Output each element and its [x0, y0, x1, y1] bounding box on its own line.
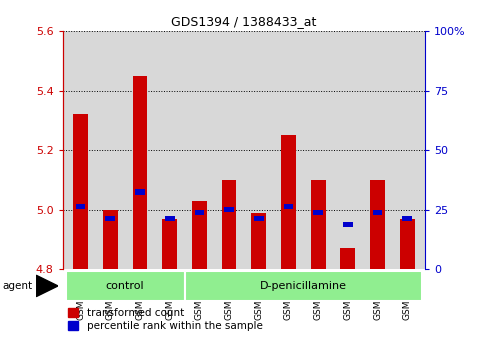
Bar: [103, 210, 118, 269]
FancyBboxPatch shape: [185, 271, 422, 301]
Legend: transformed count, percentile rank within the sample: transformed count, percentile rank withi…: [68, 308, 263, 331]
Text: D-penicillamine: D-penicillamine: [260, 281, 347, 291]
Title: GDS1394 / 1388433_at: GDS1394 / 1388433_at: [171, 16, 316, 29]
Bar: [76, 204, 85, 209]
Bar: [192, 201, 207, 269]
Bar: [400, 219, 414, 269]
Bar: [224, 207, 234, 213]
Bar: [402, 216, 412, 221]
Bar: [343, 222, 353, 227]
Bar: [251, 213, 266, 269]
Bar: [284, 204, 293, 209]
Bar: [132, 76, 147, 269]
Bar: [135, 189, 145, 195]
Bar: [195, 210, 204, 215]
Bar: [311, 180, 326, 269]
FancyBboxPatch shape: [66, 271, 185, 301]
Bar: [281, 135, 296, 269]
Bar: [105, 216, 115, 221]
Bar: [370, 180, 385, 269]
Text: agent: agent: [2, 281, 32, 291]
Polygon shape: [36, 275, 58, 297]
Bar: [254, 216, 264, 221]
Bar: [341, 248, 355, 269]
Bar: [73, 115, 88, 269]
Bar: [165, 216, 174, 221]
Bar: [222, 180, 237, 269]
Bar: [162, 219, 177, 269]
Bar: [373, 210, 383, 215]
Text: control: control: [106, 281, 144, 291]
Bar: [313, 210, 323, 215]
